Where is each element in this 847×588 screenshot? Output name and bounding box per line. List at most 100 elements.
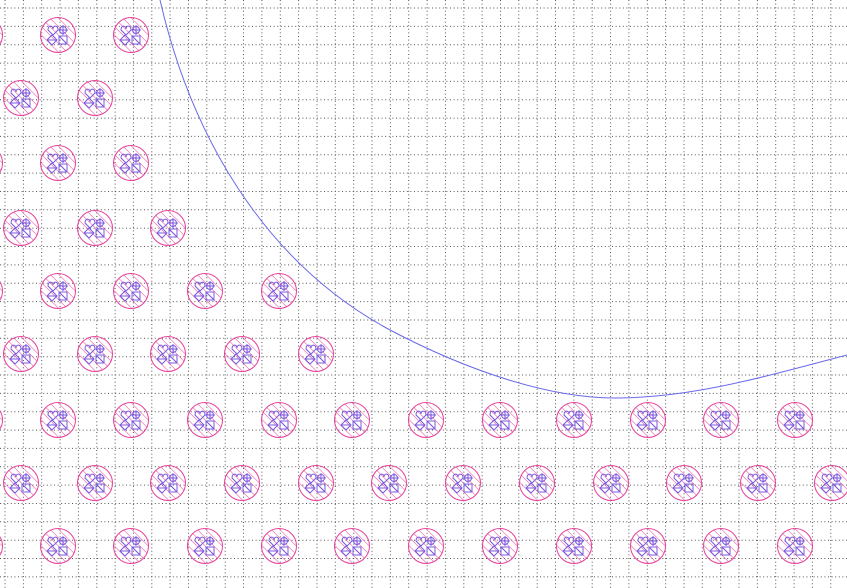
bump-pad-cell-icon [119, 536, 141, 557]
pad-cell[interactable] [371, 465, 407, 501]
pad-cell[interactable] [187, 273, 223, 309]
bump-pad-cell-icon [267, 536, 289, 557]
pad-ring [3, 80, 39, 116]
pad-ring [298, 465, 334, 501]
pad-cell[interactable] [261, 402, 297, 438]
bump-pad-cell-icon [820, 473, 842, 494]
pad-cell[interactable] [150, 465, 186, 501]
pad-ring [0, 410, 3, 430]
bump-pad-cell-icon [599, 473, 621, 494]
pad-cell[interactable] [113, 402, 149, 438]
pad-ring [666, 465, 702, 501]
bump-pad-cell-icon [746, 473, 768, 494]
pad-ring [261, 402, 297, 438]
pad-cell[interactable] [630, 528, 666, 564]
pad-cell[interactable] [0, 403, 3, 438]
pad-cell[interactable] [261, 528, 297, 564]
bump-pad-cell-icon [783, 536, 805, 557]
pad-cell[interactable] [408, 528, 444, 564]
pad-cell[interactable] [298, 465, 334, 501]
pad-ring [261, 528, 297, 564]
pad-cell[interactable] [482, 402, 518, 438]
pad-cell[interactable] [77, 336, 113, 372]
pad-cell[interactable] [0, 146, 3, 181]
bump-pad-cell-icon [83, 473, 105, 494]
pad-ring [3, 465, 39, 501]
pad-ring [740, 465, 776, 501]
pad-cell[interactable] [77, 210, 113, 246]
pad-cell[interactable] [77, 465, 113, 501]
pad-cell[interactable] [40, 145, 76, 181]
pad-ring [482, 528, 518, 564]
pad-cell[interactable] [556, 402, 592, 438]
pad-cell[interactable] [224, 336, 260, 372]
pad-ring [703, 402, 739, 438]
pad-cell[interactable] [187, 528, 223, 564]
pad-cell[interactable] [630, 402, 666, 438]
pad-cell[interactable] [777, 402, 813, 438]
pad-ring [113, 273, 149, 309]
pad-cell[interactable] [113, 145, 149, 181]
pad-ring [0, 153, 3, 173]
pad-cell[interactable] [408, 402, 444, 438]
pad-cell[interactable] [0, 274, 3, 309]
bump-pad-cell-icon [9, 88, 31, 109]
bump-pad-cell-icon [636, 410, 658, 431]
pad-cell[interactable] [814, 465, 847, 501]
pad-ring [113, 145, 149, 181]
pad-cell[interactable] [334, 402, 370, 438]
pad-cell[interactable] [3, 210, 39, 246]
bump-pad-cell-icon [46, 153, 68, 174]
pad-cell[interactable] [113, 528, 149, 564]
pad-ring [814, 465, 847, 501]
pad-ring [113, 17, 149, 53]
bump-pad-cell-icon [709, 536, 731, 557]
pad-cell[interactable] [0, 18, 3, 53]
pad-cell[interactable] [40, 17, 76, 53]
bump-pad-cell-icon [156, 473, 178, 494]
pad-cell[interactable] [3, 80, 39, 116]
pad-cell[interactable] [40, 528, 76, 564]
pad-cell[interactable] [593, 465, 629, 501]
pad-cell[interactable] [224, 465, 260, 501]
pad-cell[interactable] [261, 273, 297, 309]
pad-cell[interactable] [113, 17, 149, 53]
pad-cell[interactable] [445, 465, 481, 501]
pad-cell[interactable] [740, 465, 776, 501]
bump-pad-cell-icon [636, 536, 658, 557]
pad-ring [408, 402, 444, 438]
pad-cell[interactable] [150, 336, 186, 372]
bump-pad-cell-icon [9, 218, 31, 239]
pad-cell[interactable] [703, 528, 739, 564]
pad-cell[interactable] [519, 465, 555, 501]
bump-pad-cell-icon [709, 410, 731, 431]
pad-ring [556, 402, 592, 438]
pad-ring [593, 465, 629, 501]
pad-ring [777, 402, 813, 438]
pad-cell[interactable] [40, 402, 76, 438]
pad-cell[interactable] [0, 529, 3, 564]
pad-ring [777, 528, 813, 564]
pad-cell[interactable] [77, 80, 113, 116]
pad-cell[interactable] [150, 210, 186, 246]
pad-cell[interactable] [187, 402, 223, 438]
pad-ring [224, 465, 260, 501]
pad-cell[interactable] [777, 528, 813, 564]
pad-cell[interactable] [3, 336, 39, 372]
pad-cell[interactable] [703, 402, 739, 438]
pad-cell[interactable] [3, 465, 39, 501]
pad-ring [630, 402, 666, 438]
pad-cell[interactable] [482, 528, 518, 564]
pad-cell[interactable] [556, 528, 592, 564]
bump-pad-cell-icon [9, 344, 31, 365]
pad-cell[interactable] [666, 465, 702, 501]
pad-cell[interactable] [334, 528, 370, 564]
pad-cell[interactable] [298, 336, 334, 372]
pad-ring [3, 336, 39, 372]
pad-cell[interactable] [40, 273, 76, 309]
curved-trace[interactable] [159, 0, 847, 399]
pad-cell[interactable] [113, 273, 149, 309]
pad-ring [40, 402, 76, 438]
